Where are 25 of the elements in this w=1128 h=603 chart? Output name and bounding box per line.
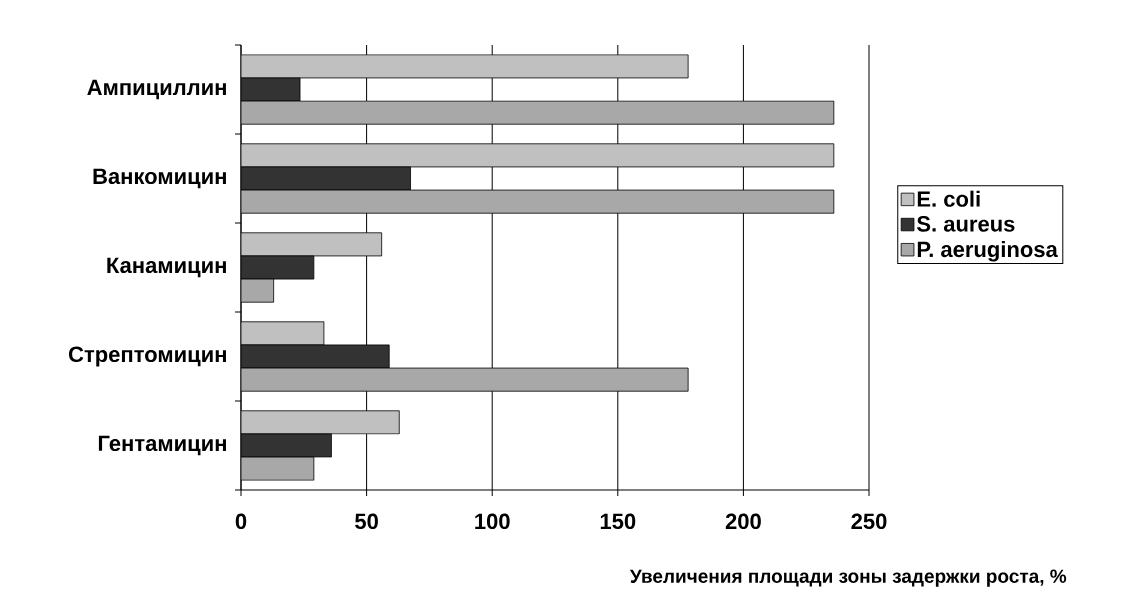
legend-label: P. aeruginosa <box>917 240 1058 262</box>
x-tick-label: 100 <box>475 513 510 530</box>
bar <box>241 100 835 125</box>
bar <box>241 367 689 392</box>
bar <box>241 54 689 79</box>
bar <box>241 189 835 214</box>
y-tick-label: Ампициллин <box>87 79 226 100</box>
y-tick-label: Гентамицин <box>98 435 226 456</box>
bar <box>241 143 835 168</box>
y-tick-label: Ванкомицин <box>93 168 226 189</box>
x-tick-label: 0 <box>235 513 247 530</box>
bar <box>241 278 275 303</box>
x-tick-label: 50 <box>355 513 378 530</box>
y-tick-label: Стрептомицин <box>68 346 226 367</box>
x-tick-label: 200 <box>725 513 761 530</box>
bar <box>241 232 383 257</box>
legend-label: E. coli <box>917 190 980 207</box>
y-tick-label: Канамицин <box>107 257 226 278</box>
bar <box>241 410 400 435</box>
x-tick-label: 150 <box>600 513 636 530</box>
bar <box>241 321 325 346</box>
x-tick-label: 250 <box>851 513 887 530</box>
x-axis-title: Увеличения площади зоны задержки роста, % <box>629 569 1067 587</box>
legend-label: S. aureus <box>916 216 1015 232</box>
bar <box>241 456 315 481</box>
